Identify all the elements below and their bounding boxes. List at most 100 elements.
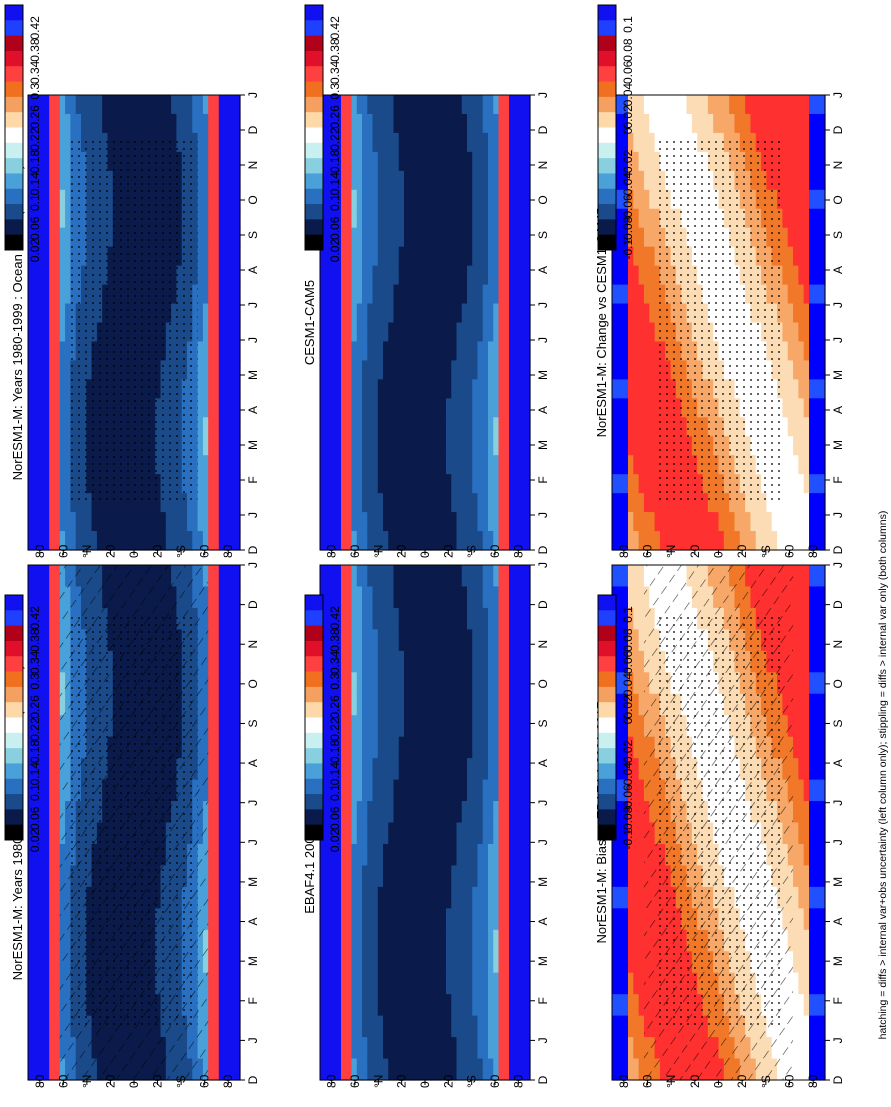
field-cell (377, 822, 384, 845)
field-cell (467, 170, 473, 191)
field-cell (28, 843, 34, 867)
field-cell (33, 929, 40, 952)
field-cell (524, 398, 531, 418)
field-cell (330, 512, 337, 532)
field-cell (393, 113, 400, 134)
field-cell (488, 189, 494, 210)
month-tick-label: J (246, 337, 260, 343)
field-cell (451, 586, 458, 609)
field-cell (819, 822, 826, 845)
field-cell (33, 607, 40, 630)
field-cell (393, 379, 400, 399)
field-cell (372, 151, 379, 172)
field-cell (461, 972, 468, 995)
field-cell (320, 303, 326, 324)
field-cell (43, 886, 50, 909)
field-cell (493, 972, 500, 995)
field-cell (139, 95, 146, 115)
lat-tick-label: 20 (395, 544, 409, 558)
field-cell (165, 95, 172, 115)
field-cell (472, 436, 479, 456)
field-cell (330, 736, 337, 759)
field-cell (43, 629, 50, 652)
field-cell (356, 531, 363, 551)
field-cell (65, 398, 71, 418)
field-cell (404, 303, 410, 324)
field-cell (435, 886, 442, 909)
field-cell (43, 972, 50, 995)
field-cell (524, 379, 531, 399)
field-cell (54, 672, 61, 695)
field-cell (208, 929, 215, 952)
field-cell (351, 736, 358, 759)
field-cell (383, 607, 389, 630)
field-cell (356, 341, 363, 362)
field-cell (482, 1015, 489, 1038)
field-cell (325, 341, 332, 362)
field-cell (519, 972, 526, 995)
field-cell (43, 672, 50, 695)
field-cell (467, 113, 473, 134)
field-cell (482, 672, 489, 695)
field-cell (456, 341, 463, 362)
field-cell (509, 994, 515, 1017)
field-cell (446, 455, 452, 475)
field-cell (38, 865, 45, 888)
field-cell (367, 693, 374, 716)
field-cell (377, 246, 384, 267)
field-cell (514, 132, 521, 153)
field-cell (503, 303, 510, 324)
field-cell (425, 1015, 431, 1038)
field-cell (633, 629, 640, 652)
field-cell (356, 951, 363, 974)
month-tick-label: J (246, 302, 260, 308)
field-cell (519, 512, 526, 532)
lat-tick-label: 80 (221, 1074, 235, 1088)
field-cell (372, 693, 379, 716)
field-cell (814, 586, 821, 609)
field-cell (440, 436, 447, 456)
field-cell (224, 531, 230, 551)
field-cell (398, 398, 405, 418)
field-cell (456, 972, 463, 995)
field-cell (612, 843, 618, 867)
field-cell (28, 1015, 34, 1038)
field-cell (356, 398, 363, 418)
field-cell (213, 151, 220, 172)
field-cell (229, 170, 236, 191)
field-cell (414, 736, 421, 759)
field-cell (793, 994, 799, 1017)
field-cell (351, 951, 358, 974)
field-cell (524, 417, 531, 437)
lat-tick-label: 80 (325, 1074, 339, 1088)
field-cell (482, 303, 489, 324)
field-cell (383, 886, 389, 909)
field-cell (451, 151, 458, 172)
field-cell (65, 113, 71, 134)
field-cell (482, 360, 489, 380)
field-cell (86, 512, 93, 532)
field-cell (372, 865, 379, 888)
field-cell (367, 843, 374, 867)
field-cell (622, 908, 629, 931)
field-cell (393, 151, 400, 172)
field-cell (446, 493, 452, 513)
field-cell (519, 227, 526, 248)
field-cell (461, 650, 468, 673)
field-cell (383, 972, 389, 995)
field-cell (367, 715, 374, 738)
field-cell (409, 189, 416, 210)
field-cell (477, 284, 484, 305)
field-cell (467, 227, 473, 248)
field-cell (383, 929, 389, 952)
field-cell (341, 1058, 347, 1081)
field-cell (49, 908, 56, 931)
field-cell (341, 170, 347, 191)
field-cell (622, 693, 629, 716)
field-cell (440, 886, 447, 909)
field-cell (472, 865, 479, 888)
field-cell (218, 436, 225, 456)
field-cell (477, 951, 484, 974)
field-cell (341, 189, 347, 210)
field-cell (49, 886, 56, 909)
